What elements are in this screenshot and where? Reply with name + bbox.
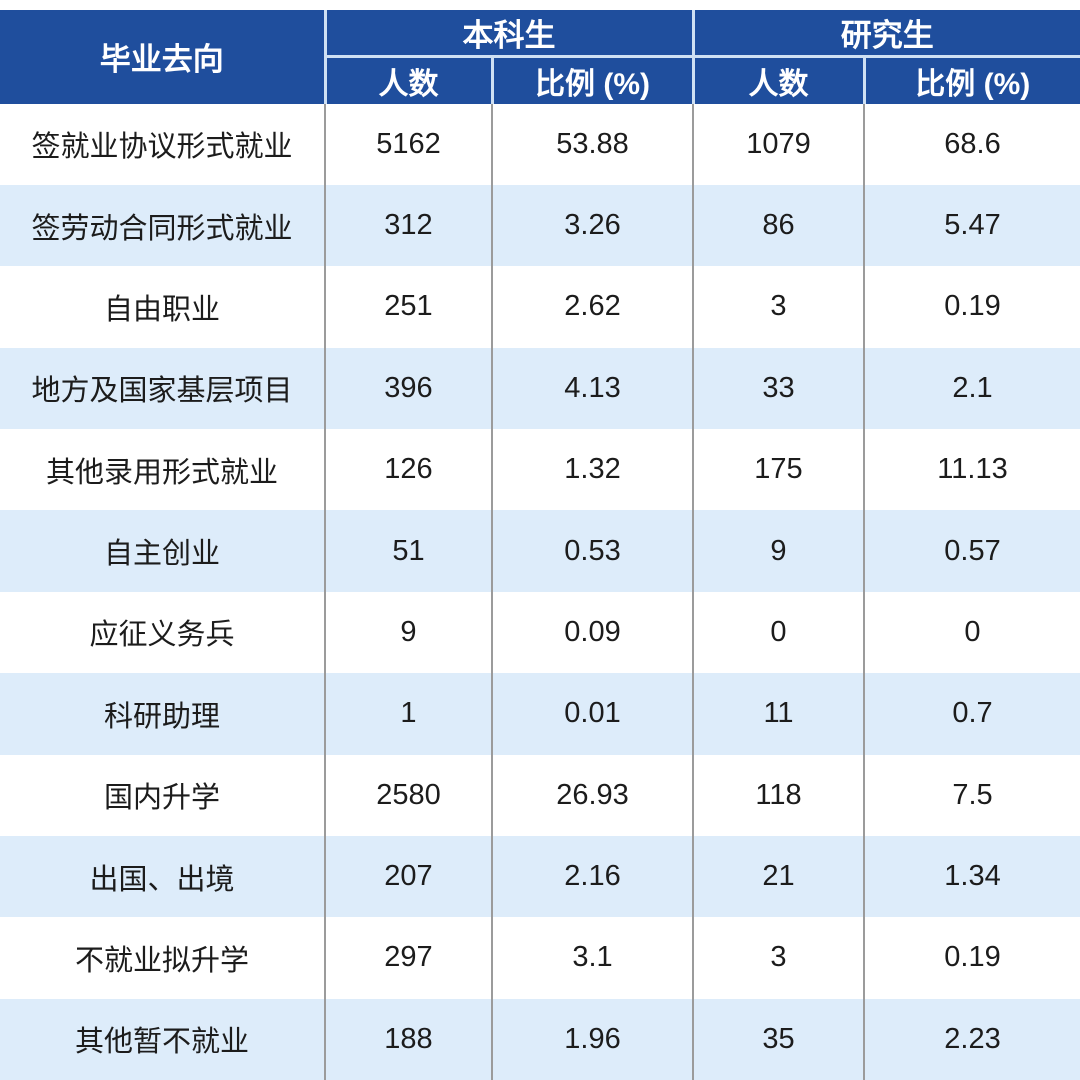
value-cell: 7.5: [952, 778, 993, 811]
value-cell: 53.88: [492, 103, 694, 185]
value-cell: 0.7: [952, 697, 993, 730]
value-cell: 26.93: [492, 754, 694, 836]
subheader-grad-count: 人数: [693, 56, 866, 104]
table-body: 签就业协议形式就业 5162 53.88 1079 68.6 签劳动合同形式就业…: [0, 103, 1080, 1080]
row-label: 地方及国家基层项目: [0, 347, 326, 429]
value-cell: 5.47: [944, 209, 1001, 242]
value-cell: 1.34: [944, 860, 1001, 893]
value-cell: 51: [325, 510, 493, 592]
value-cell: 21: [693, 835, 865, 918]
value-cell: 3.1: [492, 917, 694, 999]
value-cell: 1.32: [492, 429, 694, 511]
table-row: 自由职业 251 2.62 3 0.19: [0, 266, 1080, 348]
value-cell: 1.96: [492, 998, 694, 1080]
value-cell: 2.1: [952, 371, 993, 404]
row-label: 自由职业: [0, 266, 326, 348]
row-label: 不就业拟升学: [0, 917, 326, 999]
table-row: 其他暂不就业 188 1.96 35 2.23: [0, 998, 1080, 1080]
value-cell: 0.01: [492, 673, 694, 755]
value-cell: 2.23: [944, 1022, 1001, 1055]
value-cell: 2580: [325, 754, 493, 836]
value-cell: 2.62: [492, 266, 694, 348]
value-cell: 33: [693, 347, 865, 429]
row-label: 应征义务兵: [0, 591, 326, 674]
value-cell: 297: [325, 917, 493, 999]
table-row: 其他录用形式就业 126 1.32 175 11.13: [0, 429, 1080, 511]
value-cell: 3.26: [492, 184, 694, 267]
table-header: 毕业去向 本科生 研究生 人数 比例 (%) 人数 比例 (%): [0, 10, 1080, 104]
value-cell: 9: [693, 510, 865, 592]
row-label: 出国、出境: [0, 835, 326, 918]
group-header-graduate: 研究生: [693, 10, 1080, 58]
value-cell: 0.19: [944, 941, 1001, 974]
subheader-grad-percent: 比例 (%): [864, 56, 1080, 104]
table-row: 应征义务兵 9 0.09 0 0: [0, 591, 1080, 674]
value-cell: 0.53: [492, 510, 694, 592]
value-cell: 126: [325, 429, 493, 511]
value-cell: 0: [964, 615, 981, 648]
table-row: 地方及国家基层项目 396 4.13 33 2.1: [0, 347, 1080, 429]
row-label: 其他录用形式就业: [0, 429, 326, 511]
value-cell: 4.13: [492, 347, 694, 429]
row-label: 自主创业: [0, 510, 326, 592]
table-row: 国内升学 2580 26.93 118 7.5: [0, 754, 1080, 836]
subheader-undergrad-percent: 比例 (%): [492, 56, 695, 104]
value-cell: 207: [325, 835, 493, 918]
value-cell: 35: [693, 998, 865, 1080]
value-cell: 1: [325, 673, 493, 755]
value-cell: 9: [325, 591, 493, 674]
value-cell: 5162: [325, 103, 493, 185]
graduation-destination-table: 毕业去向 本科生 研究生 人数 比例 (%) 人数 比例 (%) 签就业协议形式…: [0, 10, 1080, 1080]
table-row: 签劳动合同形式就业 312 3.26 86 5.47: [0, 184, 1080, 267]
row-label: 科研助理: [0, 673, 326, 755]
value-cell: 86: [693, 184, 865, 267]
value-cell: 0.19: [944, 290, 1001, 323]
value-cell: 3: [693, 917, 865, 999]
table-row: 自主创业 51 0.53 9 0.57: [0, 510, 1080, 592]
value-cell: 11: [693, 673, 865, 755]
row-label: 签就业协议形式就业: [0, 103, 326, 185]
value-cell: 0.09: [492, 591, 694, 674]
sub-header-row: 人数 比例 (%) 人数 比例 (%): [0, 56, 1080, 104]
value-cell: 1079: [693, 103, 865, 185]
value-cell: 396: [325, 347, 493, 429]
row-label: 其他暂不就业: [0, 998, 326, 1080]
value-cell: 2.16: [492, 835, 694, 918]
row-label: 签劳动合同形式就业: [0, 184, 326, 267]
group-header-undergraduate: 本科生: [325, 10, 695, 58]
value-cell: 312: [325, 184, 493, 267]
table-row: 签就业协议形式就业 5162 53.88 1079 68.6: [0, 103, 1080, 185]
value-cell: 175: [693, 429, 865, 511]
subheader-undergrad-count: 人数: [325, 56, 494, 104]
row-label: 国内升学: [0, 754, 326, 836]
value-cell: 0: [693, 591, 865, 674]
table-row: 出国、出境 207 2.16 21 1.34: [0, 835, 1080, 918]
value-cell: 3: [693, 266, 865, 348]
group-header-row: 毕业去向 本科生 研究生: [0, 10, 1080, 104]
value-cell: 68.6: [944, 127, 1001, 160]
value-cell: 118: [693, 754, 865, 836]
corner-header-destination: 毕业去向: [0, 10, 327, 104]
value-cell: 188: [325, 998, 493, 1080]
table-row: 不就业拟升学 297 3.1 3 0.19: [0, 917, 1080, 999]
value-cell: 0.57: [944, 534, 1001, 567]
value-cell: 11.13: [937, 453, 1008, 486]
table-row: 科研助理 1 0.01 11 0.7: [0, 673, 1080, 755]
value-cell: 251: [325, 266, 493, 348]
